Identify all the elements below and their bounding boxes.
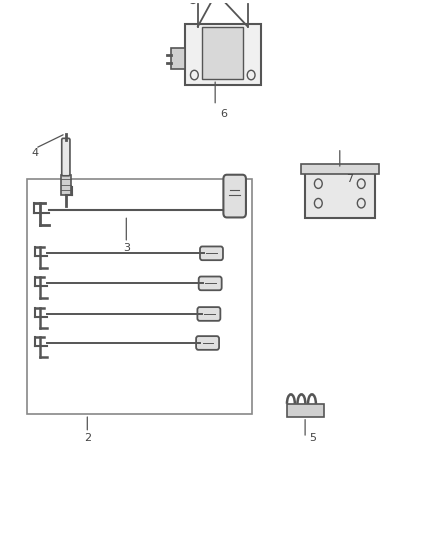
Bar (300, 164, 378, 174)
FancyBboxPatch shape (304, 167, 374, 218)
FancyBboxPatch shape (196, 336, 219, 350)
Text: 7: 7 (345, 174, 352, 184)
Bar (202, 27, 243, 79)
FancyBboxPatch shape (223, 175, 245, 217)
Text: 5: 5 (308, 433, 315, 443)
Text: 4: 4 (32, 148, 39, 158)
Bar (184, 24, 260, 85)
Bar (61, 175, 71, 195)
Bar (27, 180, 251, 414)
FancyBboxPatch shape (62, 139, 70, 176)
Text: 2: 2 (84, 433, 91, 443)
Text: 6: 6 (220, 109, 227, 118)
FancyBboxPatch shape (200, 246, 223, 260)
FancyBboxPatch shape (198, 277, 221, 290)
Bar (170, 49, 185, 69)
Bar (286, 404, 323, 417)
FancyBboxPatch shape (197, 307, 220, 321)
Text: 3: 3 (123, 243, 130, 253)
